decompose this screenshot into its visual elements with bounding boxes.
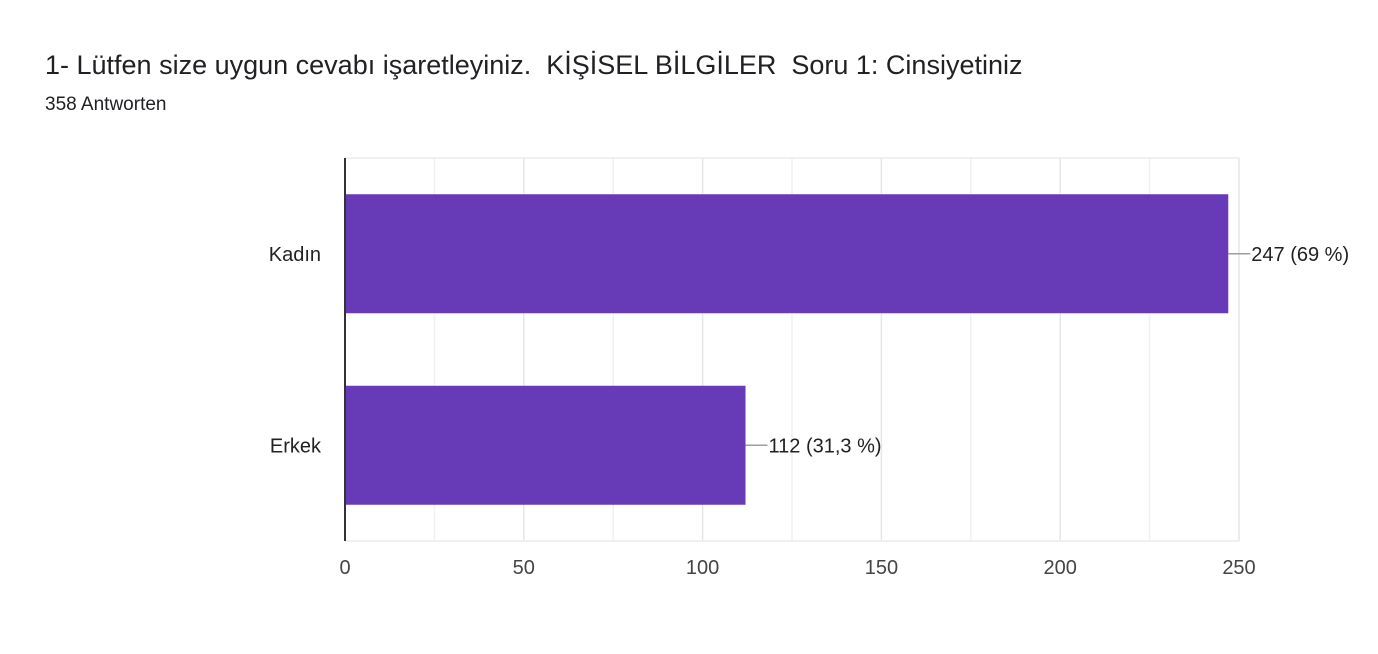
category-label: Erkek [270, 435, 322, 457]
bar-erkek [345, 385, 746, 505]
question-title: 1- Lütfen size uygun cevabı işaretleyini… [45, 50, 1023, 80]
category-label: Kadın [269, 244, 321, 266]
bar-kadın [345, 194, 1229, 314]
x-tick-label: 200 [1044, 557, 1077, 579]
data-label: 112 (31,3 %) [769, 435, 882, 457]
x-tick-label: 0 [339, 557, 350, 579]
x-tick-label: 50 [513, 557, 535, 579]
data-label: 247 (69 %) [1251, 244, 1349, 266]
question-header: 1- Lütfen size uygun cevabı işaretleyini… [45, 46, 1022, 118]
x-tick-label: 250 [1222, 557, 1255, 579]
x-tick-label: 100 [686, 557, 719, 579]
x-tick-label: 150 [865, 557, 898, 579]
response-count: 358 Antworten [45, 94, 167, 115]
